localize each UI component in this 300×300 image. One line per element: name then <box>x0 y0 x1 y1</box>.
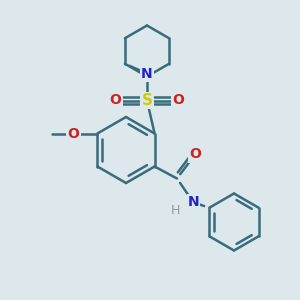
Text: O: O <box>172 94 184 107</box>
Text: O: O <box>68 127 80 140</box>
Text: N: N <box>188 196 199 209</box>
Text: O: O <box>110 94 122 107</box>
Text: O: O <box>189 148 201 161</box>
Text: S: S <box>142 93 152 108</box>
Text: N: N <box>141 67 153 80</box>
Text: H: H <box>171 203 180 217</box>
